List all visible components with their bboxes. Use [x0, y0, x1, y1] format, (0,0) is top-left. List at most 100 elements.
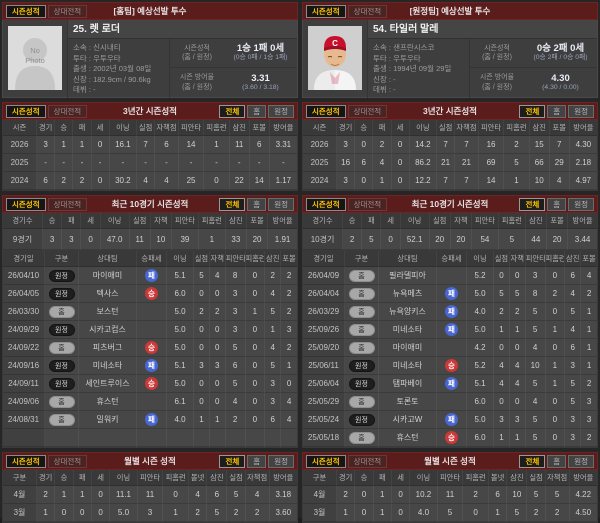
- tab-head-to-head[interactable]: 상대전적: [47, 4, 88, 18]
- column-header: 구분: [45, 251, 79, 267]
- filter-away-button[interactable]: 원정: [568, 197, 594, 211]
- table-cell: 1: [194, 411, 210, 429]
- tab-season-stats[interactable]: 시즌성적: [306, 104, 346, 118]
- season-era-split: (3.60 / 3.18): [242, 84, 279, 92]
- filter-all-button[interactable]: 전체: [219, 454, 246, 468]
- table-cell: [137, 321, 167, 339]
- filter-all-button[interactable]: 전체: [519, 197, 546, 211]
- table-row: 24/09/11 원정 세인트루이스 승 5.0 0 0 5 0 3 0: [3, 375, 297, 393]
- table-cell: 0: [55, 504, 74, 522]
- table-cell: 0: [391, 504, 411, 522]
- tab-head-to-head[interactable]: 상대전적: [347, 4, 388, 18]
- table-cell: 4: [373, 154, 392, 172]
- table-cell: 4: [565, 285, 582, 303]
- table-cell: 0: [545, 339, 566, 357]
- table-cell: 5: [507, 504, 528, 522]
- column-header: 패: [73, 470, 92, 486]
- table-cell: 0: [209, 285, 226, 303]
- player-details: 소속신시내티 투타우투우타 출생2002년 03월 08일 신장182.9cm …: [68, 39, 169, 98]
- column-header: 상대팀: [379, 251, 437, 267]
- season-record-value: 0승 2패 0세: [536, 43, 585, 55]
- column-header: 경기: [337, 470, 356, 486]
- table-cell: 16: [478, 136, 505, 154]
- table-cell: 14: [249, 172, 270, 190]
- filter-away-button[interactable]: 원정: [568, 104, 594, 118]
- table-cell: 패: [137, 357, 167, 375]
- table-cell: 0: [209, 393, 226, 411]
- monthly-stats-table: 구분 경기 승 패 세 이닝 피안타 피홈런 볼넷 삼진 실점 자책점 방어율 4월 2 1 1 0 11.1 11 0…: [2, 470, 298, 523]
- tab-head-to-head[interactable]: 상대전적: [347, 454, 388, 468]
- filter-home-button[interactable]: 홈: [547, 454, 567, 468]
- tab-head-to-head[interactable]: 상대전적: [47, 454, 88, 468]
- tab-season-stats[interactable]: 시즌성적: [6, 197, 46, 211]
- filter-all-button[interactable]: 전체: [519, 454, 546, 468]
- table-row: 3월 1 0 1 0 4.0 5 0 1 5 2 2 4.50: [303, 504, 597, 522]
- table-cell: 뉴욕양키스: [379, 303, 437, 321]
- column-header: 피홈런: [204, 120, 230, 136]
- filter-away-button[interactable]: 원정: [268, 454, 294, 468]
- filter-away-button[interactable]: 원정: [568, 454, 594, 468]
- column-header: 세: [381, 213, 401, 229]
- table-cell: 0: [509, 267, 526, 285]
- table-cell: 패: [437, 321, 467, 339]
- filter-home-button[interactable]: 홈: [247, 454, 267, 468]
- tab-season-stats[interactable]: 시즌성적: [306, 454, 346, 468]
- filter-home-button[interactable]: 홈: [247, 104, 267, 118]
- table-cell: 마이애미: [379, 339, 437, 357]
- table-cell: 5.0: [167, 321, 194, 339]
- player-headshot-icon: C: [308, 26, 362, 90]
- table-cell: 6: [249, 136, 270, 154]
- table-cell: 7: [437, 172, 456, 190]
- table-cell: 10: [529, 172, 550, 190]
- table-cell: -: [91, 154, 110, 172]
- tab-season-stats[interactable]: 시즌성적: [6, 454, 46, 468]
- column-header: 실점: [429, 213, 451, 229]
- table-cell: 3: [281, 321, 297, 339]
- tab-head-to-head[interactable]: 상대전적: [347, 104, 388, 118]
- column-header: 이닝: [400, 213, 430, 229]
- tab-head-to-head[interactable]: 상대전적: [47, 104, 88, 118]
- table-cell: 3: [225, 321, 246, 339]
- table-row: 4월 2 0 1 0 10.2 11 2 6 10 5 5 4.22: [303, 486, 597, 504]
- table-cell: 52.1: [400, 229, 430, 250]
- table-cell: 4.0: [467, 303, 494, 321]
- filter-all-button[interactable]: 전체: [519, 104, 546, 118]
- tab-head-to-head[interactable]: 상대전적: [347, 197, 388, 211]
- season-era-value: 4.30: [551, 72, 570, 84]
- tab-head-to-head[interactable]: 상대전적: [47, 197, 88, 211]
- table-row: 26/03/29 홈 뉴욕양키스 패 4.0 2 2 5 0 5 1: [303, 303, 597, 321]
- detail-label: 소속: [373, 43, 393, 52]
- filter-all-button[interactable]: 전체: [219, 104, 246, 118]
- filter-away-button[interactable]: 원정: [268, 197, 294, 211]
- no-photo-label: No Photo: [25, 46, 45, 65]
- column-header: 이닝: [409, 120, 437, 136]
- table-cell: 1: [55, 136, 74, 154]
- player-card: C 54. 타일러 말레 소속샌프란시스코 투타우투우타 출생1994년 09월…: [302, 20, 598, 98]
- filter-away-button[interactable]: 원정: [268, 104, 294, 118]
- win-badge: 승: [145, 287, 158, 301]
- filter-all-button[interactable]: 전체: [219, 197, 246, 211]
- home-panel-header-bar: 시즌성적 상대전적 [홈팀] 예상선발 투수: [2, 2, 298, 20]
- table-cell: 2: [581, 429, 597, 447]
- table-cell: 5: [227, 486, 246, 504]
- tab-season-stats[interactable]: 시즌성적: [6, 104, 46, 118]
- column-header: 볼넷: [488, 470, 508, 486]
- no-photo-silhouette-icon: [8, 26, 62, 90]
- tab-season-stats[interactable]: 시즌성적: [6, 4, 46, 18]
- table-cell: 4: [525, 393, 546, 411]
- table-cell: 2: [73, 172, 92, 190]
- table-cell: 12.2: [409, 172, 437, 190]
- away-game-pill: 원정: [48, 269, 75, 282]
- filter-home-button[interactable]: 홈: [547, 197, 567, 211]
- table-cell: [45, 429, 79, 447]
- detail-label: 출생: [73, 64, 93, 73]
- filter-home-button[interactable]: 홈: [547, 104, 567, 118]
- table-cell: 20: [450, 229, 472, 250]
- column-header: 이닝: [109, 120, 137, 136]
- table-row: 3월 1 0 0 0 5.0 3 1 2 5 2 2 3.60: [3, 504, 297, 522]
- tab-season-stats[interactable]: 시즌성적: [306, 4, 346, 18]
- table-cell: 0: [245, 411, 266, 429]
- loss-badge: 패: [145, 269, 158, 283]
- tab-season-stats[interactable]: 시즌성적: [306, 197, 346, 211]
- filter-home-button[interactable]: 홈: [247, 197, 267, 211]
